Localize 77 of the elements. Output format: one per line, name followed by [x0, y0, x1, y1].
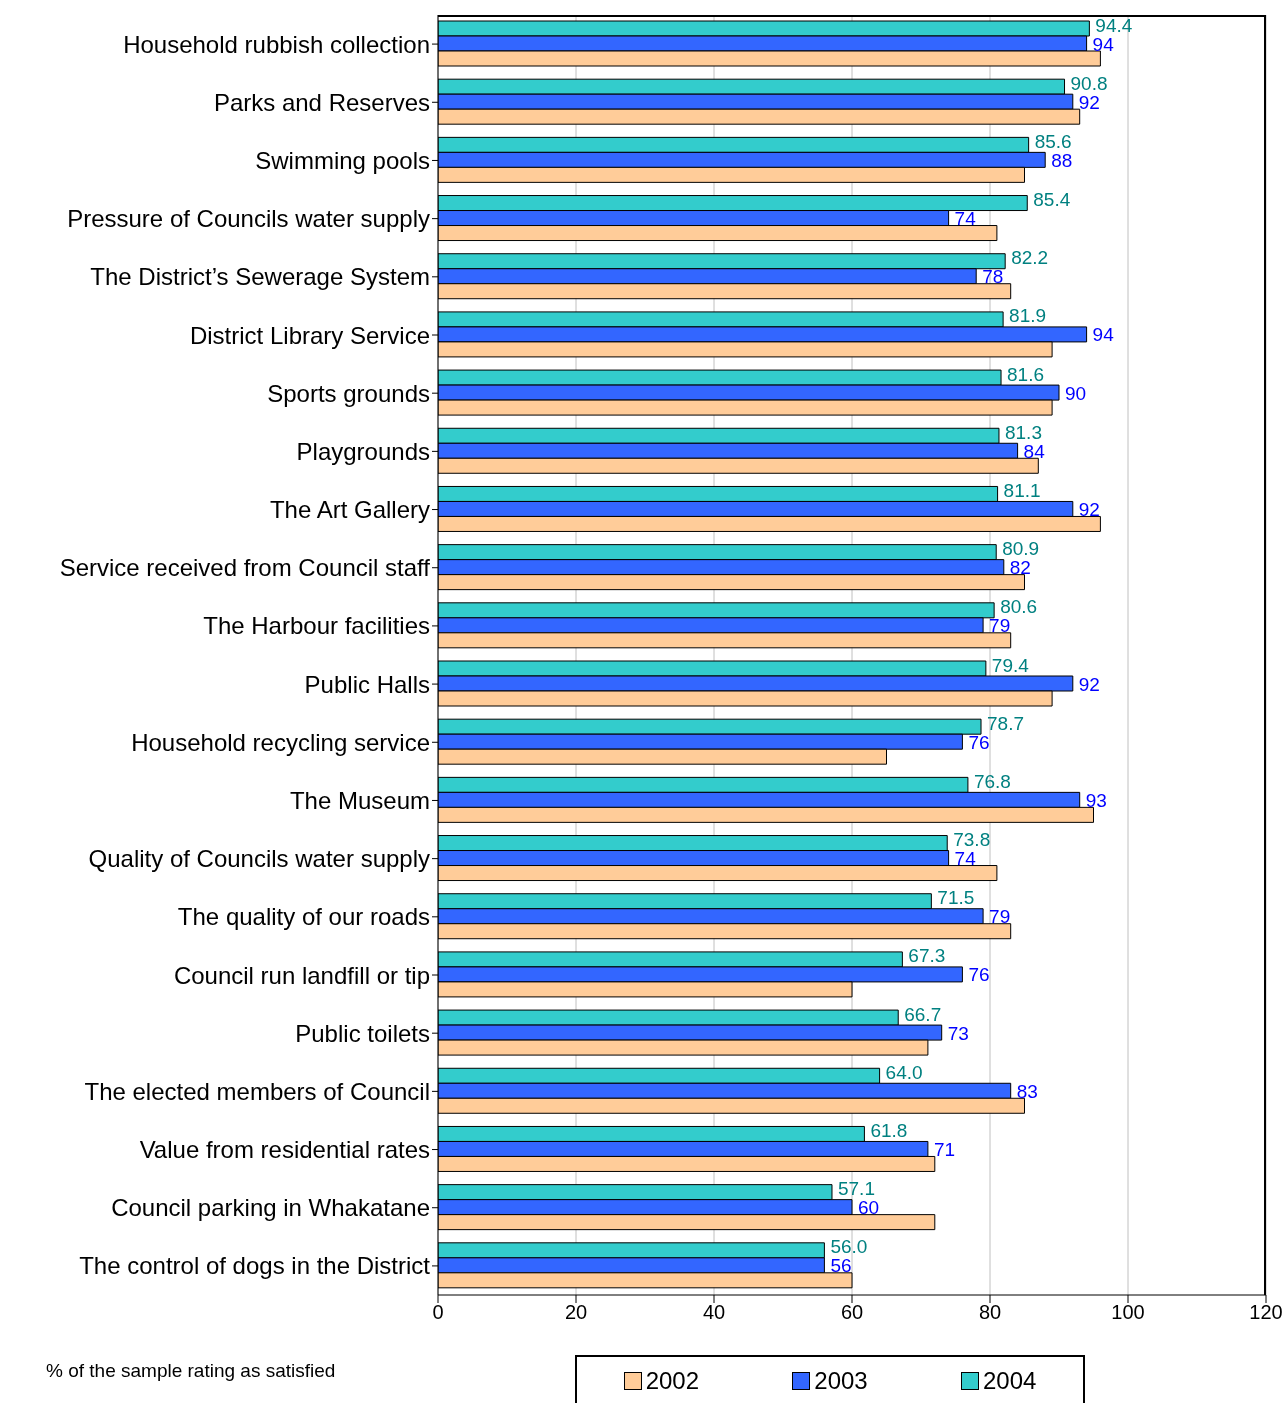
data-label: 61.8: [870, 1119, 908, 1141]
data-label: 85.4: [1033, 189, 1071, 211]
x-tick-label: 0: [432, 1301, 444, 1324]
y-tick-label: Swimming pools: [255, 146, 430, 174]
data-label: 90: [1065, 382, 1087, 404]
data-label: 85.6: [1034, 130, 1072, 152]
data-label: 71.5: [937, 887, 975, 909]
legend-label: 2002: [645, 1367, 700, 1395]
x-tick-label: 40: [702, 1301, 726, 1324]
y-tick-label: Public Halls: [304, 670, 430, 698]
y-tick-label: The elected members of Council: [84, 1077, 430, 1105]
y-tick-label: Council parking in Whakatane: [111, 1194, 430, 1222]
data-label: 57.1: [837, 1178, 875, 1200]
data-label: 67.3: [908, 945, 946, 967]
y-tick-label: Service received from Council staff: [59, 554, 431, 582]
data-label: 79: [989, 615, 1011, 637]
y-tick-label: Sports grounds: [267, 379, 430, 407]
data-label: 73.8: [953, 829, 991, 851]
y-tick-label: The District’s Sewerage System: [90, 263, 430, 291]
x-tick-label: 120: [1249, 1301, 1283, 1324]
data-label: 81.9: [1009, 305, 1047, 327]
data-label: 80.9: [1002, 538, 1040, 560]
x-tick-label: 60: [840, 1301, 864, 1324]
data-label: 81.6: [1007, 363, 1045, 385]
data-label: 92: [1078, 91, 1100, 113]
y-tick-label: The Harbour facilities: [203, 612, 430, 640]
data-label: 92: [1078, 498, 1100, 520]
y-tick-label: Parks and Reserves: [213, 88, 430, 116]
data-label: 60: [858, 1197, 880, 1219]
y-tick-label: The Museum: [289, 786, 430, 814]
y-tick-label: The control of dogs in the District: [79, 1252, 431, 1280]
data-label: 64.0: [885, 1061, 923, 1083]
y-tick-label: Household recycling service: [131, 728, 430, 756]
data-label: 83: [1016, 1080, 1038, 1102]
data-label: 90.8: [1070, 72, 1108, 94]
text: % of the sample rating as satisfied: [46, 1360, 336, 1382]
data-label: 88: [1051, 149, 1073, 171]
data-label: 79: [989, 906, 1011, 928]
data-label: 94: [1092, 33, 1115, 55]
x-tick-label: 20: [564, 1301, 588, 1324]
data-label: 71: [933, 1138, 956, 1160]
data-label: 74: [954, 208, 977, 230]
y-tick-label: Public toilets: [295, 1019, 430, 1047]
data-label: 94.4: [1095, 14, 1133, 36]
data-label: 76: [968, 731, 990, 753]
y-tick-label: The Art Gallery: [269, 496, 430, 524]
data-label: 66.7: [904, 1003, 942, 1025]
data-label: 82.2: [1011, 247, 1049, 269]
y-tick-label: The quality of our roads: [177, 903, 430, 931]
y-tick-label: District Library Service: [189, 321, 430, 349]
data-label: 82: [1009, 557, 1031, 579]
data-label: 81.1: [1003, 479, 1041, 501]
data-label: 80.6: [1000, 596, 1038, 618]
data-label: 78.7: [987, 712, 1025, 734]
y-tick-label: Quality of Councils water supply: [88, 845, 430, 873]
y-tick-label: Pressure of Councils water supply: [67, 205, 430, 233]
x-tick-label: 100: [1111, 1301, 1145, 1324]
data-label: 74: [954, 848, 977, 870]
data-label: 93: [1085, 789, 1107, 811]
data-label: 56: [830, 1255, 852, 1277]
y-tick-label: Playgrounds: [296, 437, 430, 465]
data-label: 81.3: [1004, 421, 1042, 443]
data-label: 79.4: [991, 654, 1030, 676]
data-label: 76.8: [973, 770, 1011, 792]
data-label: 78: [982, 266, 1004, 288]
data-label: 92: [1078, 673, 1100, 695]
data-label: 94: [1092, 324, 1115, 346]
legend-label: 2004: [982, 1367, 1037, 1395]
data-label: 84: [1023, 440, 1046, 462]
data-label: 76: [968, 964, 990, 986]
y-tick-label: Value from residential rates: [139, 1136, 430, 1164]
x-tick-label: 80: [978, 1301, 1002, 1324]
legend-label: 2003: [814, 1367, 868, 1395]
y-tick-label: Household rubbish collection: [123, 30, 430, 58]
y-tick-label: Council run landfill or tip: [173, 961, 430, 989]
data-label: 56.0: [830, 1236, 868, 1258]
data-label: 73: [947, 1022, 969, 1044]
